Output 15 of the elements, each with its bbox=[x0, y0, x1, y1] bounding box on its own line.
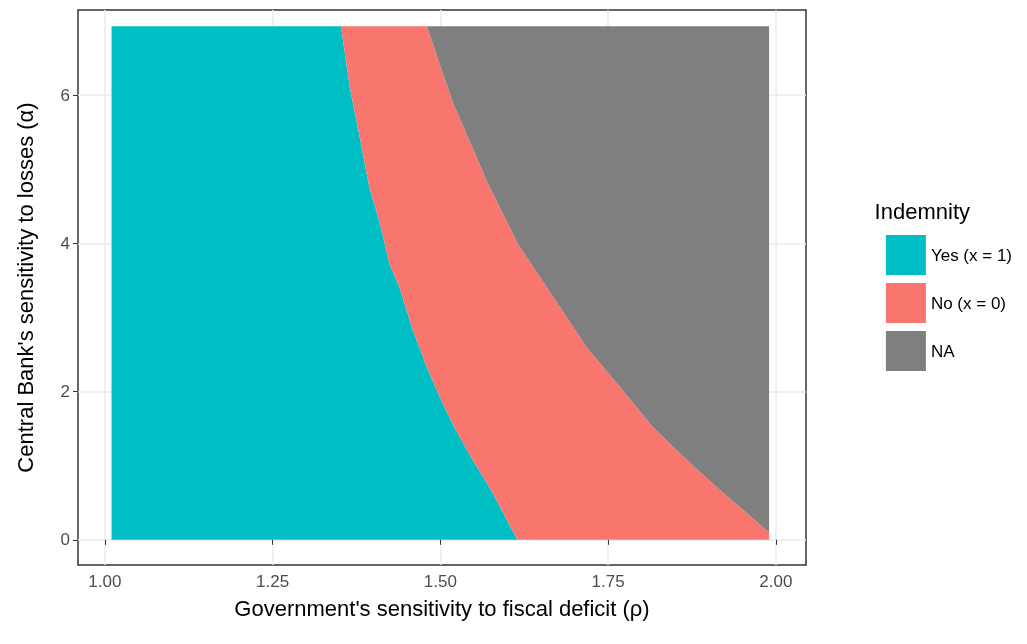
y-axis-title: Central Bank's sensitivity to losses (α) bbox=[12, 102, 38, 473]
legend-label: No (x = 0) bbox=[930, 293, 1006, 313]
y-tick-label: 2 bbox=[60, 382, 70, 402]
legend-label: Yes (x = 1) bbox=[930, 245, 1012, 265]
x-tick-label: 2.00 bbox=[759, 572, 793, 591]
legend-title: Indemnity bbox=[874, 198, 971, 224]
y-tick-label: 6 bbox=[60, 85, 70, 105]
x-tick-label: 1.25 bbox=[256, 572, 290, 591]
x-tick-label: 1.75 bbox=[591, 572, 625, 591]
legend-label: NA bbox=[930, 341, 956, 361]
x-tick-label: 1.50 bbox=[423, 572, 457, 591]
y-tick-label: 4 bbox=[60, 233, 70, 253]
x-axis-title: Government's sensitivity to fiscal deficit (ρ) bbox=[234, 595, 650, 621]
x-tick-label: 1.00 bbox=[88, 572, 122, 591]
y-tick-label: 0 bbox=[60, 530, 70, 550]
